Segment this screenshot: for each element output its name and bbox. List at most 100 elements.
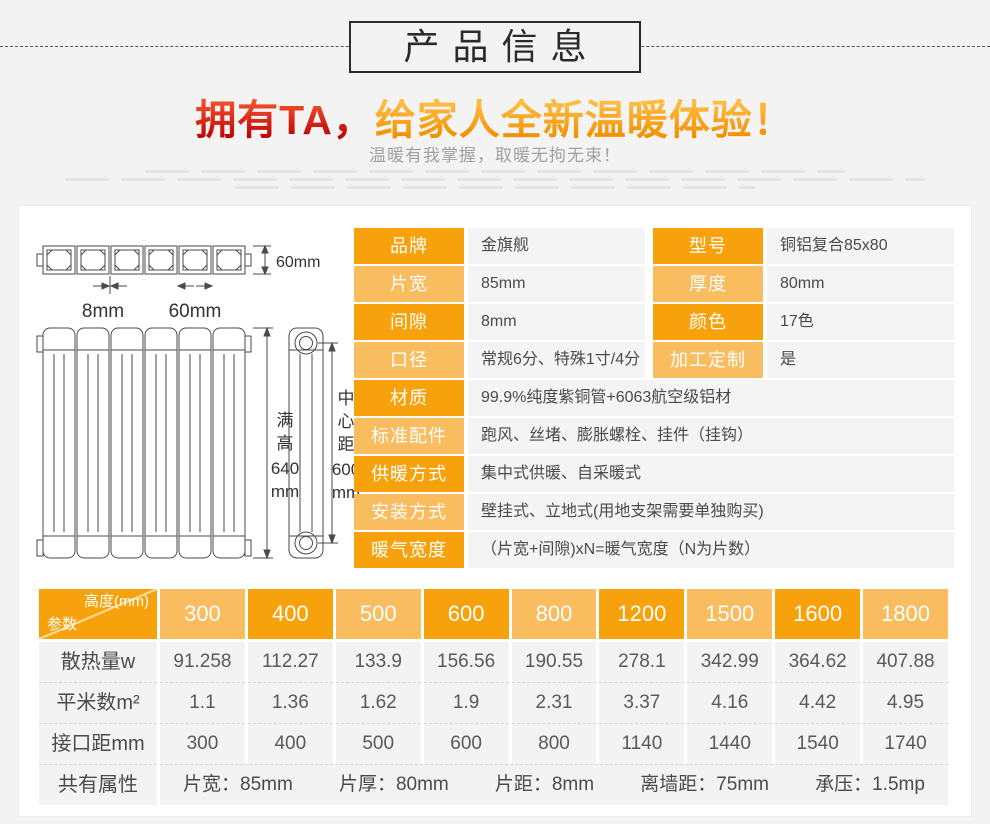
spec-value: （片宽+间隙)xN=暖气宽度（N为片数） [468, 532, 954, 568]
column-header: 1200 [599, 589, 685, 639]
table-cell: 4.42 [775, 682, 861, 723]
spec-row: 供暖方式 集中式供暖、自采暖式 [354, 456, 954, 492]
table-cell: 1440 [687, 723, 773, 764]
table-cell: 1740 [863, 723, 948, 764]
size-table: 高度(mm) 参数 300 400 500 600 800 1200 1500 … [39, 589, 948, 805]
table-cell: 407.88 [863, 642, 948, 682]
table-cell: 112.27 [247, 642, 333, 682]
shared-attr-item: 片厚：80mm [338, 774, 449, 795]
spec-row: 暖气宽度 （片宽+间隙)xN=暖气宽度（N为片数） [354, 532, 954, 568]
table-cell: 278.1 [599, 642, 685, 682]
table-corner-cell: 高度(mm) 参数 [39, 589, 157, 639]
spec-value: 金旗舰 [468, 228, 645, 264]
table-cell: 1.36 [247, 682, 333, 723]
spec-row: 品牌 金旗舰 型号 铜铝复合85x80 [354, 228, 954, 264]
shared-attr-item: 承压：1.5mp [815, 774, 925, 795]
spec-row: 口径 常规6分、特殊1寸/4分 加工定制 是 [354, 342, 954, 378]
spec-row: 安装方式 壁挂式、立地式(用地支架需要单独购买) [354, 494, 954, 530]
column-header: 300 [160, 589, 245, 639]
spec-label: 供暖方式 [354, 456, 464, 492]
spec-value: 是 [767, 342, 954, 378]
page-title: 产品信息 [403, 26, 600, 67]
row-header: 共有属性 [39, 764, 157, 805]
table-cell: 133.9 [335, 642, 421, 682]
table-cell: 156.56 [423, 642, 509, 682]
spec-value: 常规6分、特殊1寸/4分 [468, 342, 645, 378]
spec-label: 颜色 [653, 304, 763, 340]
table-cell: 4.95 [863, 682, 948, 723]
spec-value: 99.9%纯度紫铜管+6063航空级铝材 [468, 380, 954, 416]
height-dim-label: 高 [277, 434, 294, 453]
spec-label: 暖气宽度 [354, 532, 464, 568]
table-cell: 91.258 [160, 642, 245, 682]
table-cell: 800 [511, 723, 597, 764]
watermark-line [235, 186, 755, 189]
size-table-body: 散热量w 91.258 112.27 133.9 156.56 190.55 2… [39, 642, 948, 805]
watermark-line [145, 170, 845, 173]
spec-label: 片宽 [354, 266, 464, 302]
column-header: 1800 [863, 589, 948, 639]
spec-label: 间隙 [354, 304, 464, 340]
spec-label: 材质 [354, 380, 464, 416]
table-cell: 500 [335, 723, 421, 764]
spec-value: 集中式供暖、自采暖式 [468, 456, 954, 492]
table-cell: 1.62 [335, 682, 421, 723]
headline-orange-text: 给家人全新温暖体验！ [374, 97, 795, 143]
spec-value: 8mm [468, 304, 645, 340]
headline-red-text: 拥有TA， [195, 97, 375, 143]
spec-label: 厚度 [653, 266, 763, 302]
spec-value: 85mm [468, 266, 645, 302]
product-info-title-box: 产品信息 [349, 21, 641, 73]
spec-value: 17色 [767, 304, 954, 340]
spec-value: 跑风、丝堵、膨胀螺栓、挂件（挂钩） [468, 418, 954, 454]
size-table-header: 高度(mm) 参数 300 400 500 600 800 1200 1500 … [39, 589, 948, 639]
column-header: 400 [247, 589, 333, 639]
table-cell: 600 [423, 723, 509, 764]
spec-label: 口径 [354, 342, 464, 378]
content-panel: 60mm 8mm 60mm 满 高 640 mm 中 心 距 600 mm 品牌… [18, 205, 972, 817]
spec-label: 安装方式 [354, 494, 464, 530]
height-dim-label: 640 [271, 459, 299, 478]
column-header: 1600 [775, 589, 861, 639]
column-header: 800 [511, 589, 597, 639]
fin-details [43, 349, 245, 537]
spec-label: 加工定制 [653, 342, 763, 378]
center-dim-label: 中 [338, 389, 355, 408]
headline: 拥有TA，给家人全新温暖体验！ [0, 86, 990, 146]
table-cell: 1.9 [423, 682, 509, 723]
spec-row: 标准配件 跑风、丝堵、膨胀螺栓、挂件（挂钩） [354, 418, 954, 454]
table-cell: 1540 [775, 723, 861, 764]
depth-dim-label: 60mm [276, 254, 320, 271]
width-dim-label: 60mm [169, 301, 222, 322]
center-dim-label: 心 [338, 412, 355, 431]
row-header: 散热量w [39, 642, 157, 682]
corner-label-height: 高度(mm) [84, 593, 149, 610]
spec-table: 品牌 金旗舰 型号 铜铝复合85x80 片宽 85mm 厚度 80mm 间隙 8… [354, 228, 954, 570]
spec-row: 材质 99.9%纯度紫铜管+6063航空级铝材 [354, 380, 954, 416]
table-cell: 1.1 [160, 682, 245, 723]
corner-label-param: 参数 [47, 616, 78, 633]
height-dim-label: 满 [277, 411, 294, 430]
spec-value: 80mm [767, 266, 954, 302]
top-view-sections [42, 245, 246, 275]
table-cell: 342.99 [687, 642, 773, 682]
table-cell: 364.62 [775, 642, 861, 682]
center-dim-label: 距 [338, 435, 355, 454]
spec-label: 品牌 [354, 228, 464, 264]
spec-value: 铜铝复合85x80 [767, 228, 954, 264]
shared-attr-item: 片宽：85mm [183, 774, 293, 795]
spec-value: 壁挂式、立地式(用地支架需要单独购买) [468, 494, 954, 530]
gap-dim-label: 8mm [82, 301, 124, 322]
row-header: 接口距mm [39, 723, 157, 764]
table-cell: 300 [160, 723, 245, 764]
shared-attr-item: 离墙距：75mm [640, 774, 769, 795]
shared-attrs-row: 片宽：85mm 片厚：80mm 片距：8mm 离墙距：75mm 承压：1.5mp [160, 764, 948, 805]
spec-row: 片宽 85mm 厚度 80mm [354, 266, 954, 302]
shared-attr-item: 片距：8mm [494, 774, 595, 795]
table-cell: 2.31 [511, 682, 597, 723]
table-cell: 400 [247, 723, 333, 764]
spec-label: 标准配件 [354, 418, 464, 454]
table-cell: 3.37 [599, 682, 685, 723]
table-cell: 190.55 [511, 642, 597, 682]
